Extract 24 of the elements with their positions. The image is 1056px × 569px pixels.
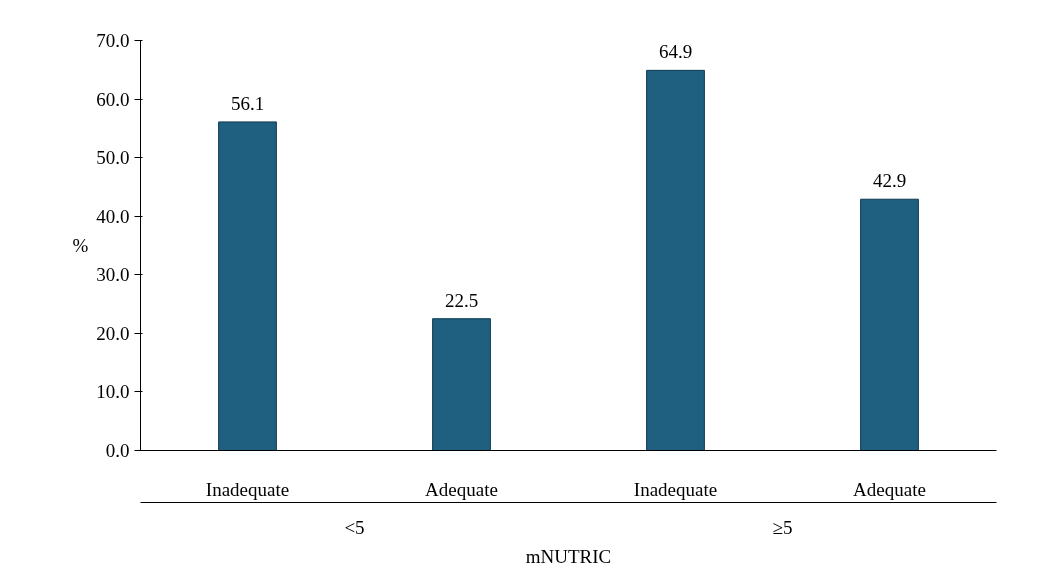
y-tick-label: 10.0 bbox=[96, 381, 130, 403]
x-axis-title: mNUTRIC bbox=[525, 545, 612, 567]
data-label: 22.5 bbox=[444, 289, 479, 311]
data-label: 56.1 bbox=[230, 92, 265, 114]
bar bbox=[432, 318, 491, 451]
y-axis-title: % bbox=[72, 235, 89, 256]
text: <5 bbox=[344, 516, 365, 538]
y-tick-label: 70.0 bbox=[96, 30, 130, 51]
bar bbox=[860, 198, 919, 451]
y-tick-label: 40.0 bbox=[96, 205, 130, 227]
text: ≥5 bbox=[772, 516, 793, 538]
y-tick-label: 0.0 bbox=[105, 440, 130, 461]
x-tick-label: Inadequate bbox=[205, 478, 290, 500]
x-tick-label: Inadequate bbox=[633, 478, 718, 500]
bar bbox=[646, 69, 705, 451]
y-tick-label: 20.0 bbox=[96, 322, 130, 344]
x-tick-label: Adequate bbox=[425, 478, 498, 500]
y-tick-label: 50.0 bbox=[96, 147, 130, 169]
data-label: 64.9 bbox=[658, 41, 693, 63]
y-tick-label: 30.0 bbox=[96, 264, 130, 286]
x-tick-label: Adequate bbox=[853, 478, 926, 500]
y-tick-label: 60.0 bbox=[96, 88, 130, 110]
data-label: 42.9 bbox=[872, 170, 907, 192]
bar bbox=[218, 121, 277, 451]
